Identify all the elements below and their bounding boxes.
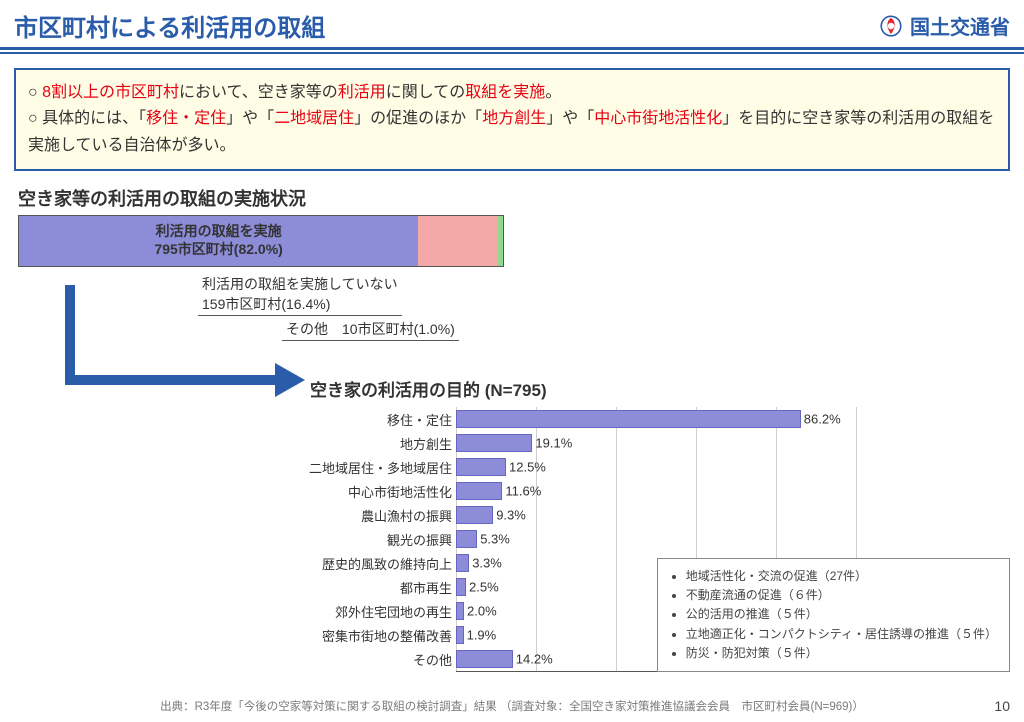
- hbar-value: 2.0%: [467, 604, 497, 619]
- hbar-label: 歴史的風致の維持向上: [270, 554, 456, 573]
- purpose-chart-title: 空き家の利活用の目的 (N=795): [310, 376, 1010, 401]
- other-item: 公的活用の推進（５件）: [686, 605, 997, 624]
- page-header: 市区町村による利活用の取組 国土交通省: [0, 0, 1024, 47]
- summary-box: ○ 8割以上の市区町村において、空き家等の利活用に関しての取組を実施。 ○ 具体…: [14, 68, 1010, 171]
- hbar-value: 9.3%: [496, 508, 526, 523]
- hbar: 14.2%: [456, 650, 513, 668]
- hbar-label: 郊外住宅団地の再生: [270, 602, 456, 621]
- hbar-label: 二地域居住・多地域居住: [270, 458, 456, 477]
- hbar: 12.5%: [456, 458, 506, 476]
- hbar-label: 農山漁村の振興: [270, 506, 456, 525]
- hbar: 86.2%: [456, 410, 801, 428]
- stacked-segment: [418, 216, 498, 266]
- header-rule-thin: [0, 52, 1024, 54]
- hbar-value: 3.3%: [472, 556, 502, 571]
- other-item: 立地適正化・コンパクトシティ・居住誘導の推進（５件）: [686, 625, 997, 644]
- hbar-value: 19.1%: [535, 436, 572, 451]
- hbar-value: 86.2%: [804, 412, 841, 427]
- footnote: 出典：R3年度「今後の空家等対策に関する取組の検討調査」結果 （調査対象：全国空…: [0, 698, 1024, 714]
- hbar-row: 二地域居住・多地域居住12.5%: [270, 455, 970, 479]
- hbar-label: 密集市街地の整備改善: [270, 626, 456, 645]
- hbar-value: 14.2%: [516, 652, 553, 667]
- hbar-value: 11.6%: [505, 484, 541, 499]
- hbar-label: その他: [270, 650, 456, 669]
- hbar: 3.3%: [456, 554, 469, 572]
- ministry-name: 国土交通省: [910, 11, 1010, 40]
- header-rule: [0, 47, 1024, 50]
- ministry-icon: [878, 13, 904, 39]
- hbar-row: 中心市街地活性化11.6%: [270, 479, 970, 503]
- hbar: 2.0%: [456, 602, 464, 620]
- page-number: 10: [994, 698, 1010, 714]
- hbar-row: 地方創生19.1%: [270, 431, 970, 455]
- hbar-label: 観光の振興: [270, 530, 456, 549]
- stacked-notes: 利活用の取組を実施していない159市区町村(16.4%) その他 10市区町村(…: [198, 273, 504, 341]
- hbar-value: 12.5%: [509, 460, 546, 475]
- hbar-row: 農山漁村の振興9.3%: [270, 503, 970, 527]
- hbar-label: 都市再生: [270, 578, 456, 597]
- other-item: 地域活性化・交流の促進（27件）: [686, 567, 997, 586]
- hbar: 2.5%: [456, 578, 466, 596]
- hbar-label: 地方創生: [270, 434, 456, 453]
- hbar-row: 移住・定住86.2%: [270, 407, 970, 431]
- hbar: 1.9%: [456, 626, 464, 644]
- stacked-chart-title: 空き家等の利活用の取組の実施状況: [18, 185, 1024, 211]
- other-item: 防災・防犯対策（５件）: [686, 644, 997, 663]
- page-title: 市区町村による利活用の取組: [14, 8, 325, 43]
- stacked-segment: [498, 216, 503, 266]
- hbar-label: 移住・定住: [270, 410, 456, 429]
- hbar: 9.3%: [456, 506, 493, 524]
- hbar-label: 中心市街地活性化: [270, 482, 456, 501]
- other-detail-box: 地域活性化・交流の促進（27件）不動産流通の促進（６件）公的活用の推進（５件）立…: [657, 558, 1010, 672]
- ministry-logo: 国土交通省: [878, 11, 1010, 40]
- hbar-value: 2.5%: [469, 580, 499, 595]
- hbar: 19.1%: [456, 434, 532, 452]
- hbar-value: 1.9%: [467, 628, 497, 643]
- hbar: 11.6%: [456, 482, 502, 500]
- stacked-segment: 利活用の取組を実施795市区町村(82.0%): [19, 216, 418, 266]
- other-item: 不動産流通の促進（６件）: [686, 586, 997, 605]
- stacked-chart: 利活用の取組を実施795市区町村(82.0%) 利活用の取組を実施していない15…: [18, 215, 504, 341]
- hbar: 5.3%: [456, 530, 477, 548]
- hbar-row: 観光の振興5.3%: [270, 527, 970, 551]
- hbar-value: 5.3%: [480, 532, 510, 547]
